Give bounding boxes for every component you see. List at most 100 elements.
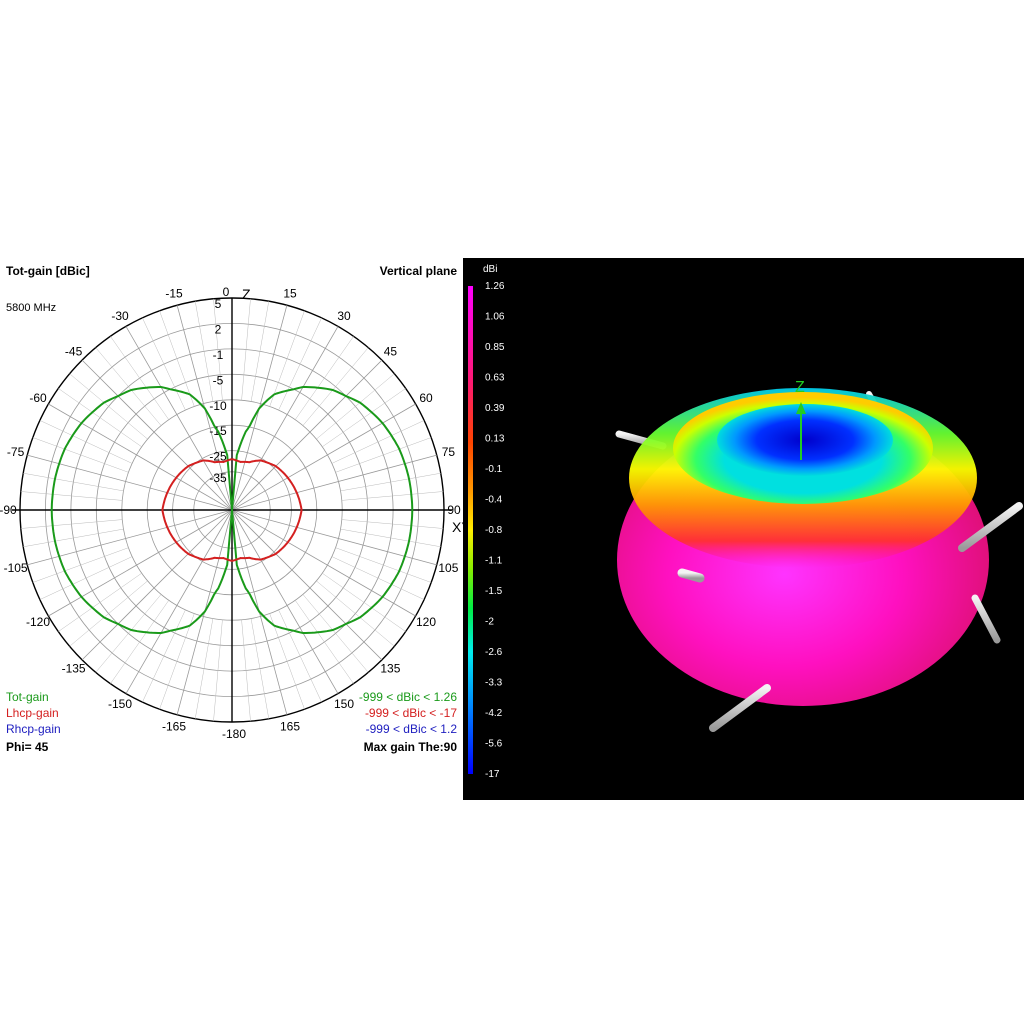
legend-totgain-range: -999 < dBic < 1.26: [358, 690, 457, 704]
angle-tick-label: -45: [65, 345, 83, 359]
colorbar-tick-label: 0.63: [485, 373, 505, 384]
colorbar-tick-label: -5.6: [485, 739, 503, 750]
polar-chart: 0 15 30 45 60 75 90 105 120 135 150 165 -180 -165 -150…: [0, 285, 463, 741]
polar-spoke: [81, 359, 233, 511]
radial-tick-label: -10: [209, 399, 227, 413]
antenna-rod-lower-right: [971, 594, 1001, 644]
totgain-series-line: [50, 386, 414, 634]
angle-tick-label: 165: [280, 719, 300, 733]
frequency-label: 5800 MHz: [6, 302, 57, 314]
3d-pattern-panel: dBi 1.26 1.06 0.85 0.63 0.39 0.13 -0.1 -0.4 -0.8…: [463, 258, 1024, 800]
chart-title: Tot-gain [dBic]: [6, 264, 90, 278]
angle-tick-label: 60: [419, 391, 433, 405]
polar-spoke: [125, 326, 233, 511]
colorbar-title: dBi: [483, 264, 497, 275]
polar-minor-spoke: [69, 580, 148, 647]
polar-minor-spoke: [39, 556, 133, 600]
colorbar-tick-label: -0.4: [485, 495, 503, 506]
polar-minor-spoke: [278, 317, 322, 411]
polar-minor-spoke: [142, 609, 186, 703]
polar-minor-spoke: [341, 519, 444, 529]
radial-tick-label: -5: [213, 373, 224, 387]
plane-label: Vertical plane: [379, 264, 457, 278]
angle-tick-label: -60: [29, 391, 47, 405]
colorbar-tick-label: -2: [485, 617, 494, 628]
polar-minor-spoke: [39, 420, 133, 464]
colorbar-tick-label: -4.2: [485, 708, 503, 719]
colorbar-tick-label: -3.3: [485, 678, 503, 689]
polar-minor-spoke: [302, 347, 369, 426]
polar-minor-spoke: [340, 472, 441, 492]
polar-spoke: [231, 509, 383, 661]
angle-tick-label: -150: [108, 697, 132, 711]
polar-minor-spoke: [340, 528, 441, 548]
polar-minor-spoke: [241, 619, 251, 722]
legend-rhcp-range: -999 < dBic < 1.2: [365, 722, 457, 736]
radial-tick-label: -1: [213, 348, 224, 362]
colorbar-tick-label: -0.8: [485, 525, 503, 536]
polar-minor-spoke: [316, 373, 395, 440]
polar-minor-spoke: [58, 388, 142, 448]
angle-tick-label: 135: [380, 661, 400, 675]
polar-minor-spoke: [23, 472, 124, 492]
max-gain-label: Max gain The:90: [363, 740, 457, 754]
angle-tick-label: 90: [447, 503, 461, 517]
angle-tick-label: 0: [223, 285, 230, 299]
polar-spoke: [231, 509, 416, 617]
polar-minor-spoke: [69, 373, 148, 440]
angle-tick-label: -135: [62, 661, 86, 675]
colorbar-tick-label: -0.1: [485, 464, 503, 475]
polar-minor-spoke: [335, 547, 432, 583]
angle-tick-label: 120: [416, 615, 436, 629]
polar-spoke: [231, 403, 416, 511]
colorbar: [468, 286, 473, 774]
colorbar-tick-label: -1.1: [485, 556, 503, 567]
radial-tick-label: 5: [215, 297, 222, 311]
polar-minor-spoke: [269, 310, 305, 407]
polar-spoke: [231, 326, 339, 511]
polar-minor-spoke: [294, 600, 354, 684]
polar-minor-spoke: [95, 347, 162, 426]
polar-minor-spoke: [269, 613, 305, 710]
polar-spoke: [81, 509, 233, 661]
polar-minor-spoke: [335, 437, 432, 473]
polar-minor-spoke: [32, 547, 129, 583]
polar-minor-spoke: [159, 310, 195, 407]
polar-minor-spoke: [32, 437, 129, 473]
polar-minor-spoke: [322, 572, 406, 632]
polar-spoke: [231, 509, 437, 566]
polar-spoke: [48, 403, 233, 511]
polar-minor-spoke: [20, 519, 123, 529]
polar-minor-spoke: [95, 594, 162, 673]
angle-tick-label: 105: [438, 561, 458, 575]
polar-spoke: [231, 509, 339, 694]
polar-minor-spoke: [23, 528, 124, 548]
legend-totgain-name: Tot-gain: [6, 690, 49, 704]
polar-minor-spoke: [250, 301, 270, 402]
legend-lhcp-name: Lhcp-gain: [6, 706, 59, 720]
colorbar-tick-label: -17: [485, 769, 500, 780]
polar-minor-spoke: [341, 491, 444, 501]
colorbar-tick-label: 0.39: [485, 403, 505, 414]
z-axis-arrow: [796, 402, 806, 414]
angle-tick-label: 150: [334, 697, 354, 711]
polar-xy-label: XY: [452, 519, 463, 535]
polar-minor-spoke: [250, 618, 270, 719]
lhcp-series-line: [161, 458, 303, 562]
polar-plot-panel: 0 15 30 45 60 75 90 105 120 135 150 165 -180 -165 -150…: [0, 258, 463, 800]
polar-minor-spoke: [20, 491, 123, 501]
angle-tick-label: 45: [384, 345, 398, 359]
polar-minor-spoke: [316, 580, 395, 647]
radial-tick-label: 2: [215, 322, 222, 336]
legend-lhcp-range: -999 < dBic < -17: [364, 706, 457, 720]
polar-minor-spoke: [194, 618, 214, 719]
angle-tick-label: 15: [283, 287, 297, 301]
angle-tick-label: -180: [222, 727, 246, 741]
polar-spoke: [125, 509, 233, 694]
angle-tick-label: -15: [165, 287, 183, 301]
polar-minor-spoke: [278, 609, 322, 703]
polar-spoke: [231, 359, 383, 511]
polar-minor-spoke: [194, 301, 214, 402]
polar-spoke: [27, 509, 233, 566]
polar-minor-spoke: [213, 619, 223, 722]
